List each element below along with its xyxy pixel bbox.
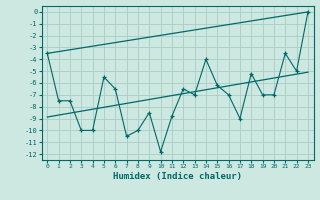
X-axis label: Humidex (Indice chaleur): Humidex (Indice chaleur) [113,172,242,181]
